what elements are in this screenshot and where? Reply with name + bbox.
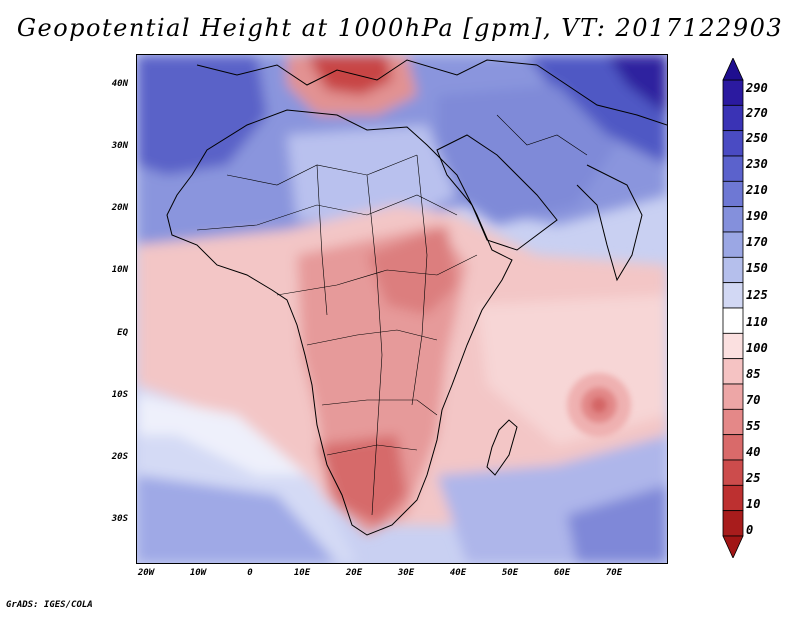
colorbar-label-0: 0 xyxy=(746,523,754,537)
coastline-arabia xyxy=(436,134,558,251)
colorbar-block xyxy=(722,130,744,157)
colorbar-label-40: 40 xyxy=(746,445,761,459)
coastline-europe xyxy=(196,59,538,86)
field-kalahari-low xyxy=(317,435,407,525)
field-contours xyxy=(137,55,667,563)
colorbar-block xyxy=(722,231,744,258)
colorbar-label-150: 150 xyxy=(746,261,768,275)
colorbar-block xyxy=(722,383,744,410)
field-east-african-low xyxy=(367,225,457,315)
colorbar-blocks xyxy=(722,79,744,537)
coastlines xyxy=(166,59,667,536)
border-meridian-west xyxy=(316,164,328,316)
lon-label-10w: 10W xyxy=(189,568,207,578)
border-meridian-central xyxy=(366,174,383,516)
grads-credit: GrADS: IGES/COLA xyxy=(6,600,93,610)
colorbar-label-230: 230 xyxy=(746,157,768,171)
border-south-central xyxy=(321,399,438,416)
colorbar-label-250: 250 xyxy=(746,131,768,145)
lon-label-70e: 70E xyxy=(605,568,623,578)
colorbar xyxy=(722,58,744,558)
colorbar-label-85: 85 xyxy=(746,367,761,381)
lat-label-40n: 40N xyxy=(111,79,128,89)
lon-label-40e: 40E xyxy=(449,568,467,578)
colorbar-label-210: 210 xyxy=(746,183,768,197)
colorbar-block xyxy=(722,155,744,182)
lat-label-20s: 20S xyxy=(111,452,128,462)
lon-label-20e: 20E xyxy=(345,568,363,578)
colorbar-block xyxy=(722,510,744,537)
colorbar-block xyxy=(722,180,744,208)
colorbar-top-arrow xyxy=(722,58,744,81)
colorbar-label-290: 290 xyxy=(746,81,768,95)
border-central xyxy=(306,329,438,346)
colorbar-label-55: 55 xyxy=(746,419,761,433)
colorbar-block xyxy=(722,206,744,233)
colorbar-label-70: 70 xyxy=(746,393,761,407)
colorbar-label-170: 170 xyxy=(746,235,768,249)
lon-label-0: 0 xyxy=(247,568,253,578)
colorbar-label-190: 190 xyxy=(746,209,768,223)
low-core xyxy=(591,397,607,413)
colorbar-block xyxy=(722,484,744,512)
border-central-asia xyxy=(496,114,588,156)
colorbar-block xyxy=(722,79,744,106)
field-pale-band xyxy=(137,395,307,475)
colorbar-label-110: 110 xyxy=(746,315,768,329)
colorbar-label-270: 270 xyxy=(746,106,768,120)
coastline-asia xyxy=(536,64,667,126)
colorbar-label-100: 100 xyxy=(746,341,768,355)
height-field-map xyxy=(137,55,667,563)
field-nw-high xyxy=(137,55,267,175)
plot-title: Geopotential Height at 1000hPa [gpm], VT… xyxy=(16,14,784,42)
lat-label-20n: 20N xyxy=(111,203,128,213)
colorbar-block xyxy=(722,459,744,486)
field-med-low-core xyxy=(307,55,392,95)
colorbar-block xyxy=(722,256,744,284)
field-indian-ocean-low xyxy=(567,373,631,437)
lat-label-30s: 30S xyxy=(111,514,128,524)
colorbar-block xyxy=(722,332,744,360)
colorbar-block xyxy=(722,358,744,385)
lon-label-50e: 50E xyxy=(501,568,519,578)
border-sahara-middle xyxy=(196,194,458,231)
colorbar-label-125: 125 xyxy=(746,288,768,302)
lat-label-10s: 10S xyxy=(111,390,128,400)
lon-label-60e: 60E xyxy=(553,568,571,578)
lon-label-10e: 10E xyxy=(293,568,311,578)
field-far-ne-high xyxy=(607,55,667,115)
border-sahel xyxy=(276,254,478,296)
field-south-east-high xyxy=(567,485,667,563)
colorbar-label-10: 10 xyxy=(746,497,761,511)
lat-label-10n: 10N xyxy=(111,265,128,275)
colorbar-block xyxy=(722,408,744,436)
colorbar-block xyxy=(722,307,744,334)
lat-label-30n: 30N xyxy=(111,141,128,151)
colorbar-block xyxy=(722,282,744,309)
coastline-africa xyxy=(166,109,513,536)
lon-label-30e: 30E xyxy=(397,568,415,578)
map-plot-area xyxy=(136,54,668,564)
field-middle-east xyxy=(437,85,617,225)
lon-label-20w: 20W xyxy=(137,568,155,578)
lat-label-eq: EQ xyxy=(117,328,128,338)
colorbar-bottom-arrow xyxy=(722,535,744,558)
coastline-india xyxy=(576,164,643,282)
field-south-atlantic-high xyxy=(137,475,337,563)
country-borders xyxy=(196,114,588,516)
colorbar-block xyxy=(722,434,744,461)
border-southern xyxy=(326,444,418,456)
colorbar-label-25: 25 xyxy=(746,471,761,485)
colorbar-block xyxy=(722,104,744,132)
border-meridian-east xyxy=(411,154,428,406)
field-sahara-pale xyxy=(287,125,457,225)
coastline-madagascar xyxy=(486,419,518,476)
